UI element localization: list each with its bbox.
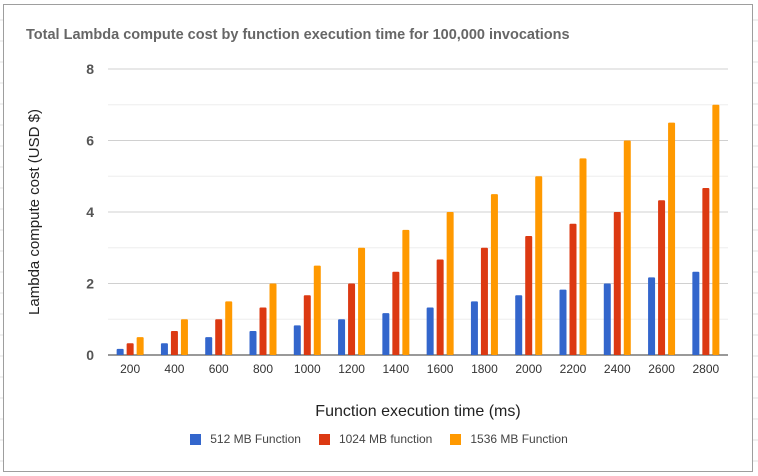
- bar-1024-mb-function-2000[interactable]: [525, 235, 533, 355]
- legend-item-1024mb[interactable]: 1024 MB function: [318, 432, 433, 446]
- bar-1536-mb-function-2600[interactable]: [668, 122, 676, 355]
- bar-1536-mb-function-1200[interactable]: [358, 247, 366, 355]
- y-tick-label: 4: [86, 204, 94, 220]
- y-tick-label: 6: [86, 133, 94, 149]
- x-tick-label: 1000: [294, 362, 321, 376]
- bar-512-mb-function-1600[interactable]: [426, 307, 434, 355]
- x-tick-label: 1600: [427, 362, 454, 376]
- legend-swatch: [450, 433, 462, 445]
- legend-label: 1024 MB function: [338, 432, 433, 446]
- bar-1024-mb-function-1400[interactable]: [392, 271, 400, 355]
- bar-1024-mb-function-200[interactable]: [126, 343, 134, 355]
- bar-512-mb-function-600[interactable]: [205, 337, 213, 355]
- bar-1536-mb-function-800[interactable]: [269, 283, 277, 356]
- bar-512-mb-function-1200[interactable]: [338, 319, 346, 355]
- bar-512-mb-function-2600[interactable]: [648, 277, 656, 355]
- y-tick-label: 8: [86, 61, 94, 77]
- bar-1536-mb-function-2000[interactable]: [535, 176, 543, 355]
- x-tick-label: 1400: [383, 362, 410, 376]
- legend-item-512mb[interactable]: 512 MB Function: [190, 432, 301, 446]
- x-tick-label: 200: [120, 362, 140, 376]
- bar-1536-mb-function-1600[interactable]: [446, 212, 454, 355]
- bar-1536-mb-function-1400[interactable]: [402, 229, 410, 355]
- bar-512-mb-function-1400[interactable]: [382, 313, 390, 355]
- legend-label: 512 MB Function: [210, 432, 301, 446]
- bar-1536-mb-function-600[interactable]: [225, 301, 233, 355]
- bar-1024-mb-function-2800[interactable]: [702, 188, 710, 355]
- bar-1536-mb-function-1800[interactable]: [490, 194, 498, 355]
- bar-512-mb-function-400[interactable]: [160, 343, 168, 355]
- y-tick-label: 2: [86, 276, 94, 292]
- bar-1536-mb-function-2200[interactable]: [579, 158, 587, 355]
- x-tick-label: 2200: [560, 362, 587, 376]
- bar-512-mb-function-200[interactable]: [116, 348, 124, 355]
- bar-1024-mb-function-600[interactable]: [215, 319, 223, 355]
- bar-1024-mb-function-1800[interactable]: [480, 247, 488, 355]
- bar-512-mb-function-2000[interactable]: [515, 295, 523, 355]
- x-tick-label: 400: [164, 362, 184, 376]
- x-tick-label: 800: [253, 362, 273, 376]
- x-tick-label: 2800: [693, 362, 720, 376]
- legend: 512 MB Function 1024 MB function 1536 MB…: [0, 432, 758, 446]
- x-tick-label: 2000: [515, 362, 542, 376]
- bar-1536-mb-function-1000[interactable]: [313, 265, 321, 355]
- x-tick-label: 2400: [604, 362, 631, 376]
- x-tick-label: 1800: [471, 362, 498, 376]
- bar-512-mb-function-2200[interactable]: [559, 289, 567, 355]
- bar-1024-mb-function-1200[interactable]: [348, 283, 356, 356]
- bar-512-mb-function-2400[interactable]: [603, 283, 611, 356]
- bar-512-mb-function-800[interactable]: [249, 331, 257, 355]
- bar-512-mb-function-2800[interactable]: [692, 271, 700, 355]
- bar-1024-mb-function-1600[interactable]: [436, 259, 444, 355]
- legend-label: 1536 MB Function: [470, 432, 568, 446]
- bar-1024-mb-function-1000[interactable]: [303, 295, 311, 355]
- chart-title: Total Lambda compute cost by function ex…: [26, 27, 570, 43]
- bar-1536-mb-function-2800[interactable]: [712, 104, 720, 355]
- x-tick-label: 1200: [338, 362, 365, 376]
- bar-1024-mb-function-800[interactable]: [259, 307, 267, 355]
- legend-swatch: [190, 433, 202, 445]
- legend-swatch: [318, 433, 330, 445]
- bar-1536-mb-function-200[interactable]: [136, 337, 144, 355]
- bar-1536-mb-function-2400[interactable]: [623, 140, 631, 356]
- y-tick-label: 0: [86, 347, 94, 363]
- legend-item-1536mb[interactable]: 1536 MB Function: [450, 432, 568, 446]
- bar-1024-mb-function-400[interactable]: [170, 331, 178, 355]
- x-axis-label: Function execution time (ms): [315, 403, 520, 420]
- y-axis-label: Lambda compute cost (USD $): [26, 109, 43, 315]
- bar-512-mb-function-1800[interactable]: [470, 301, 478, 355]
- x-tick-label: 600: [209, 362, 229, 376]
- bar-1024-mb-function-2600[interactable]: [658, 200, 666, 355]
- bar-1024-mb-function-2200[interactable]: [569, 223, 577, 355]
- bar-1024-mb-function-2400[interactable]: [613, 212, 621, 355]
- x-tick-label: 2600: [648, 362, 675, 376]
- bar-512-mb-function-1000[interactable]: [293, 325, 301, 355]
- bar-1536-mb-function-400[interactable]: [180, 319, 188, 355]
